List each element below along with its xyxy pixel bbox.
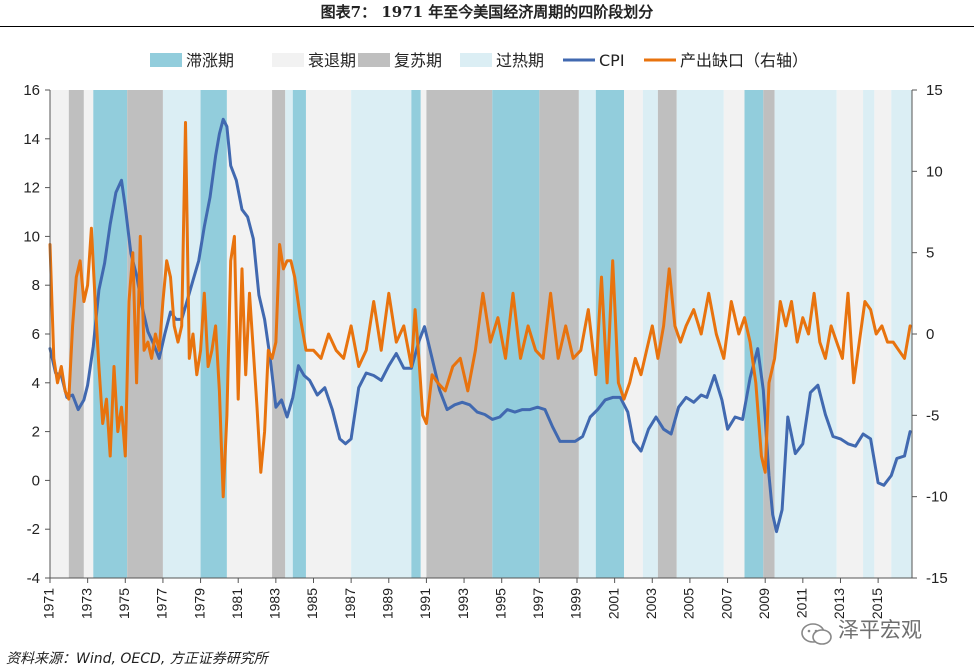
- phase-band-recession: [723, 90, 745, 578]
- title-rule: [0, 26, 974, 27]
- phase-band-overheat: [863, 90, 875, 578]
- watermark-text: 泽平宏观: [838, 618, 922, 642]
- y-left-tick-label: -2: [27, 521, 40, 538]
- x-tick-label: 1987: [342, 588, 358, 619]
- y-right-tick-label: -15: [926, 570, 948, 587]
- x-tick-label: 1995: [492, 588, 508, 619]
- phase-band-recovery: [657, 90, 677, 578]
- legend-swatch-recession: [272, 53, 304, 67]
- phase-band-overheat: [285, 90, 293, 578]
- y-right-tick-label: -10: [926, 489, 948, 506]
- y-left-tick-label: 2: [32, 424, 40, 441]
- phase-band-overheat: [891, 90, 912, 578]
- x-tick-label: 1997: [530, 588, 546, 619]
- phase-band-recession: [624, 90, 643, 578]
- x-tick-label: 1971: [41, 588, 57, 619]
- y-left-tick-label: 10: [23, 228, 40, 245]
- phase-band-recession: [874, 90, 892, 578]
- x-tick-label: 2007: [718, 588, 734, 619]
- y-right-tick-label: -5: [926, 407, 939, 424]
- phase-band-recovery: [426, 90, 493, 578]
- phase-band-recovery: [68, 90, 84, 578]
- phase-band-stagflation: [744, 90, 764, 578]
- x-tick-label: 1991: [417, 588, 433, 619]
- phase-band-overheat: [162, 90, 201, 578]
- x-tick-label: 2003: [643, 588, 659, 619]
- y-left-tick-label: -4: [27, 570, 40, 587]
- output-gap-line: [48, 121, 912, 499]
- source-note: 资料来源：Wind, OECD, 方正证券研究所: [6, 651, 268, 667]
- phase-band-stagflation: [492, 90, 540, 578]
- x-tick-label: 1977: [154, 588, 170, 619]
- x-tick-label: 1985: [304, 588, 320, 619]
- phase-band-recession: [83, 90, 94, 578]
- x-tick-label: 2015: [869, 588, 885, 619]
- x-tick-label: 1973: [78, 588, 94, 619]
- y-left-tick-label: 4: [32, 375, 40, 392]
- x-tick-label: 1989: [379, 588, 395, 619]
- phase-band-recession: [420, 90, 427, 578]
- cpi-line: [48, 117, 912, 534]
- legend-label-cpi: CPI: [599, 51, 625, 70]
- chart-title: 图表7： 1971 年至今美国经济周期的四阶段划分: [320, 3, 654, 21]
- y-right-tick-label: 0: [926, 326, 934, 343]
- y-left-tick-label: 8: [32, 277, 40, 294]
- x-tick-label: 2013: [831, 588, 847, 619]
- y-left-tick-label: 16: [23, 82, 40, 99]
- phase-band-overheat: [774, 90, 837, 578]
- legend-label-overheat: 过热期: [496, 51, 544, 70]
- wechat-icon: [801, 623, 832, 645]
- x-tick-label: 2009: [756, 588, 772, 619]
- x-tick-label: 1993: [455, 588, 471, 619]
- y-right-tick-label: 15: [926, 82, 943, 99]
- legend-label-stagflation: 滞涨期: [186, 51, 234, 70]
- x-tick-label: 2011: [794, 588, 810, 618]
- phase-band-overheat: [351, 90, 412, 578]
- x-tick-label: 2005: [681, 588, 697, 619]
- y-left-tick-label: 0: [32, 472, 40, 489]
- x-tick-label: 1975: [116, 588, 132, 619]
- phase-bands: [50, 90, 912, 578]
- phase-band-overheat: [578, 90, 596, 578]
- legend-label-recovery: 复苏期: [394, 51, 442, 70]
- y-right-tick-label: 5: [926, 245, 934, 262]
- x-tick-label: 1999: [568, 588, 584, 619]
- legend-swatch-overheat: [460, 53, 492, 67]
- x-tick-label: 1981: [229, 588, 245, 619]
- y-right-tick-label: 10: [926, 163, 943, 180]
- phase-band-stagflation: [93, 90, 128, 578]
- x-tick-label: 1983: [267, 588, 283, 619]
- legend-label-recession: 衰退期: [308, 51, 356, 70]
- y-left-tick-label: 6: [32, 326, 40, 343]
- phase-band-recovery: [763, 90, 775, 578]
- phase-band-recession: [50, 90, 69, 578]
- legend-swatch-recovery: [358, 53, 390, 67]
- y-left-tick-label: 12: [23, 180, 40, 197]
- phase-band-recovery: [272, 90, 286, 578]
- x-tick-label: 2001: [605, 588, 621, 619]
- y-left-tick-label: 14: [23, 131, 40, 148]
- legend-swatch-stagflation: [150, 53, 182, 67]
- legend-label-output_gap: 产出缺口（右轴）: [680, 51, 808, 70]
- chart-canvas: -4 -2 0 2 4 6 8 10 12 14 16 -15 -10 -5 0 5 10 15 1971 1973 1…: [23, 51, 947, 619]
- chart-legend: 滞涨期 衰退期 复苏期 过热期 CPI 产出缺口（右轴）: [150, 51, 808, 70]
- x-tick-label: 1979: [191, 588, 207, 619]
- series-lines: [48, 117, 912, 534]
- chart-axes: -4 -2 0 2 4 6 8 10 12 14 16 -15 -10 -5 0 5 10 15 1971 1973 1…: [23, 82, 947, 619]
- phase-band-stagflation: [292, 90, 306, 578]
